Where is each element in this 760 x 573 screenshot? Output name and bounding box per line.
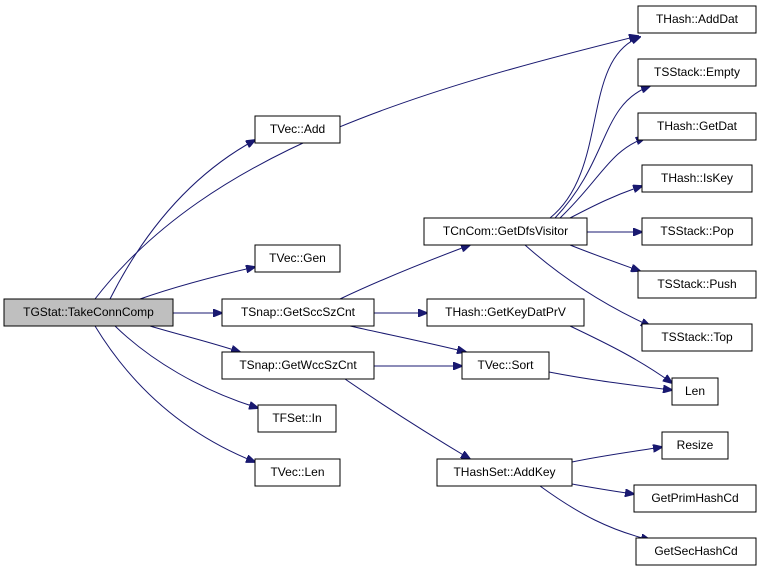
node-label: Resize [677,438,714,452]
node-box [423,217,588,246]
edge [94,325,255,462]
edge [559,138,645,219]
node-label: TSStack::Empty [654,65,740,79]
edge [548,371,672,390]
node-box [254,244,341,273]
node-box [641,323,753,352]
node-box [641,164,753,193]
node-label: TSnap::GetSccSzCnt [241,305,356,319]
node-label: Len [685,384,705,398]
edge [569,244,640,271]
node-box [637,5,757,34]
node-label: TSnap::GetWccSzCnt [239,358,357,372]
node-box [635,537,757,566]
node-label: THash::AddDat [656,12,739,26]
node-box [637,58,757,87]
node-label: TCnCom::GetDfsVisitor [443,224,568,238]
node-label: TVec::Add [270,122,325,136]
node-label: TSStack::Pop [660,224,734,238]
node-label: TVec::Sort [477,358,534,372]
node-box [254,115,341,144]
node-label: THashSet::AddKey [453,465,555,479]
edge [114,325,258,408]
edge [109,140,255,300]
edge [569,325,672,383]
edge [571,483,634,494]
edge [344,378,470,459]
node-label: TFSet::In [272,411,321,425]
node-box [426,298,585,327]
node-label: GetPrimHashCd [651,491,738,505]
node-box [3,298,174,327]
node-box [671,377,719,406]
edge [571,447,662,463]
node-box [221,298,375,327]
node-box [637,112,757,141]
edge [349,325,466,352]
edge [149,325,240,352]
node-box [461,351,550,380]
node-label: TSStack::Push [657,277,736,291]
edge [554,86,650,219]
node-box [436,458,573,487]
edge [539,485,650,540]
edge [569,186,642,219]
node-label: TSStack::Top [661,330,733,344]
node-label: THash::GetKeyDatPrV [445,305,566,319]
node-label: GetSecHashCd [654,544,737,558]
edge [139,267,255,300]
edge [339,245,470,300]
node-box [254,458,341,487]
edge [94,36,638,300]
node-box [641,217,753,246]
node-box [661,431,729,460]
node-box [633,484,757,513]
node-label: TVec::Gen [269,251,326,265]
edge [549,37,640,219]
edge [524,244,650,326]
node-label: TGStat::TakeConnComp [23,305,154,319]
node-box [257,404,337,433]
nodes: TGStat::TakeConnComp TVec::Add TVec::Gen… [3,5,757,566]
edges [94,36,672,540]
node-box [637,270,757,299]
node-box [221,351,375,380]
node-label: THash::IsKey [661,171,733,185]
node-label: THash::GetDat [657,119,738,133]
node-label: TVec::Len [270,465,324,479]
